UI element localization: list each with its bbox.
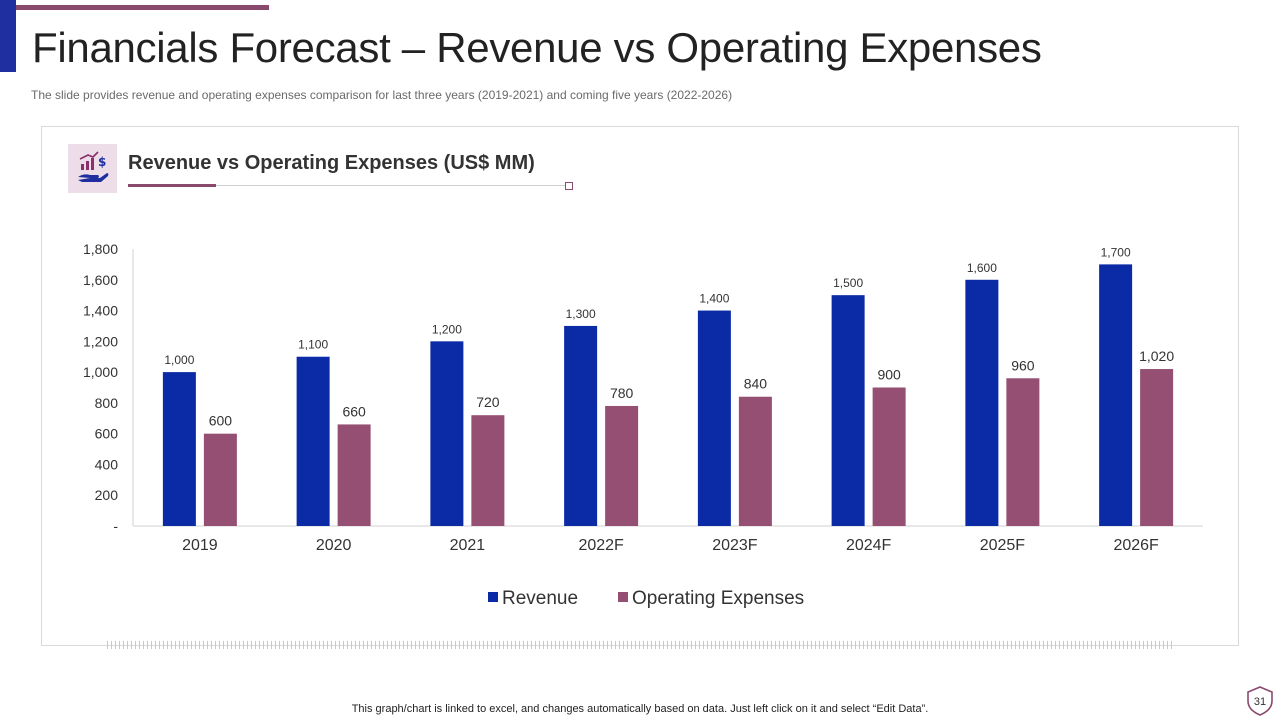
legend-swatch-expenses: [618, 592, 628, 602]
revenue-bar: [430, 341, 464, 526]
expenses-data-label: 840: [744, 376, 768, 392]
revenue-bar: [564, 325, 598, 526]
revenue-bar: [965, 279, 999, 526]
revenue-data-label: 1,700: [1101, 245, 1131, 259]
chart-title-rule-accent: [128, 184, 216, 187]
expenses-data-label: 960: [1011, 357, 1035, 373]
y-tick-label: 200: [95, 487, 119, 503]
revenue-data-label: 1,000: [164, 353, 194, 367]
expenses-data-label: 660: [342, 403, 366, 419]
expenses-bar: [738, 396, 772, 526]
legend-label-expenses: Operating Expenses: [632, 588, 804, 609]
y-tick-label: 600: [95, 426, 119, 442]
expenses-data-label: 900: [877, 367, 901, 383]
expenses-bar: [1006, 378, 1040, 526]
hand-money-chart-icon: $: [78, 151, 109, 182]
revenue-bar: [697, 310, 731, 526]
chart-title-rule: [128, 185, 566, 186]
revenue-bar: [1099, 264, 1133, 526]
expenses-data-label: 600: [209, 413, 233, 429]
revenue-data-label: 1,200: [432, 322, 462, 336]
expenses-data-label: 780: [610, 385, 634, 401]
revenue-bar: [831, 295, 865, 526]
y-tick-label: -: [113, 518, 118, 534]
legend-label-revenue: Revenue: [502, 588, 578, 609]
y-tick-label: 800: [95, 395, 119, 411]
y-tick-label: 1,000: [83, 364, 118, 380]
expenses-bar: [605, 405, 639, 526]
expenses-bar: [1140, 369, 1174, 526]
x-category-label: 2019: [182, 537, 218, 554]
expenses-bar: [337, 424, 371, 526]
chart-icon-box: $: [68, 144, 117, 193]
expenses-bar: [203, 433, 237, 526]
y-tick-label: 1,200: [83, 333, 118, 349]
svg-text:$: $: [98, 155, 106, 169]
legend-swatch-revenue: [488, 592, 498, 602]
revenue-data-label: 1,600: [967, 261, 997, 275]
page-number: 31: [1254, 696, 1266, 708]
slide-subtitle: The slide provides revenue and operating…: [31, 88, 733, 102]
expenses-bar: [471, 415, 505, 526]
x-category-label: 2025F: [980, 537, 1026, 554]
expenses-data-label: 720: [476, 394, 500, 410]
slide-title: Financials Forecast – Revenue vs Operati…: [32, 24, 1042, 71]
x-category-label: 2023F: [712, 537, 758, 554]
revenue-data-label: 1,400: [699, 292, 729, 306]
page-number-badge: 31: [1245, 685, 1275, 717]
top-accent-line: [16, 5, 269, 10]
x-category-label: 2024F: [846, 537, 892, 554]
left-accent-bar: [0, 0, 16, 72]
y-tick-label: 1,800: [83, 241, 118, 257]
revenue-bar: [162, 372, 196, 526]
decorative-hatch-strip: [107, 641, 1175, 649]
y-tick-label: 1,600: [83, 272, 118, 288]
expenses-bar: [872, 387, 906, 526]
revenue-bar: [296, 356, 330, 526]
expenses-data-label: 1,020: [1139, 348, 1174, 364]
chart-title: Revenue vs Operating Expenses (US$ MM): [128, 152, 535, 174]
x-category-label: 2021: [450, 537, 486, 554]
revenue-data-label: 1,300: [566, 307, 596, 321]
x-category-label: 2020: [316, 537, 352, 554]
revenue-data-label: 1,500: [833, 276, 863, 290]
footer-note: This graph/chart is linked to excel, and…: [351, 703, 929, 715]
x-category-label: 2022F: [578, 537, 624, 554]
y-tick-label: 400: [95, 456, 119, 472]
x-category-label: 2026F: [1113, 537, 1159, 554]
shield-icon: 31: [1247, 686, 1273, 716]
revenue-data-label: 1,100: [298, 338, 328, 352]
y-tick-label: 1,400: [83, 303, 118, 319]
chart-title-rule-marker: [565, 182, 573, 190]
